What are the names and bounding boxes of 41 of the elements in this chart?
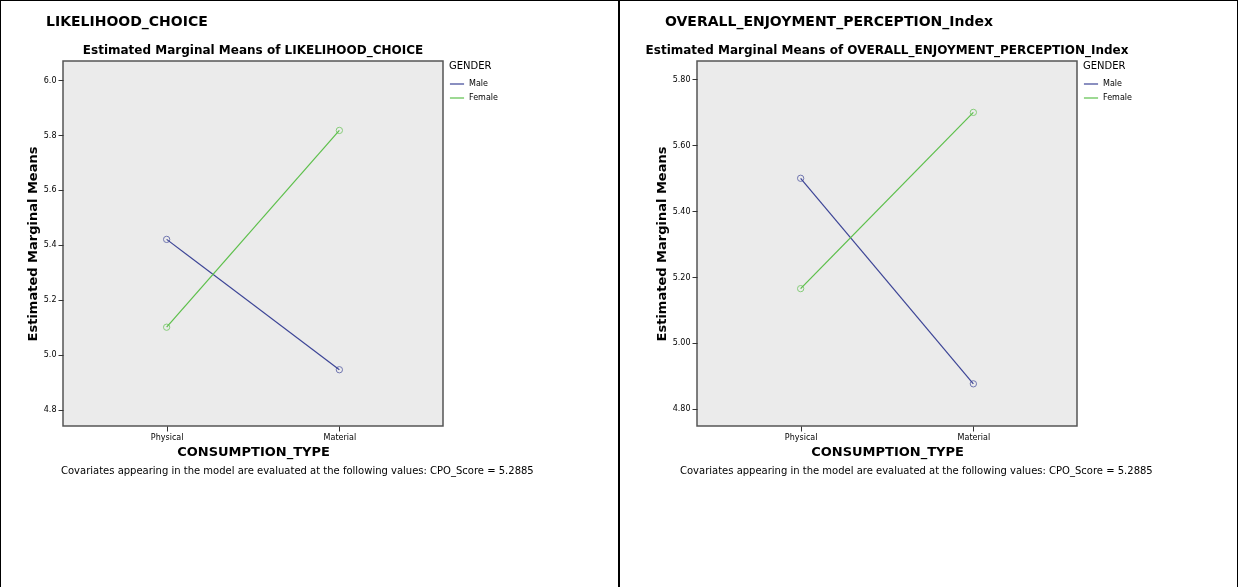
y-axis-title: Estimated Marginal Means <box>24 146 40 342</box>
point <box>162 323 171 331</box>
text: Covariates appearing in the model are evaluated at the following values: CPO_Score = 5.2885 <box>61 465 535 476</box>
legend-label: Female <box>469 93 498 102</box>
point <box>969 108 978 117</box>
chart-subtitle: Estimated Marginal Means of LIKELIHOOD_CHOICE <box>82 43 424 58</box>
chart-title: LIKELIHOOD_CHOICE <box>46 13 209 29</box>
y-tick-label: 5.40 <box>672 206 691 216</box>
legend-label: Male <box>469 79 489 88</box>
x-tick-label: Physical <box>150 432 184 442</box>
legend-label: Male <box>1103 79 1123 88</box>
point <box>162 235 171 244</box>
y-tick-label: 4.8 <box>43 405 57 415</box>
legend-title: GENDER <box>449 60 492 71</box>
y-tick-label: 5.00 <box>672 338 691 348</box>
x-tick-label: Material <box>323 432 357 442</box>
x-axis-title: CONSUMPTION_TYPE <box>811 443 964 460</box>
text: Covariates appearing in the model are evaluated at the following values: CPO_Score = 5.2885 <box>680 465 1154 476</box>
chart-title: OVERALL_ENJOYMENT_PERCEPTION_Index <box>665 13 994 29</box>
point <box>969 380 978 388</box>
point <box>335 126 344 135</box>
y-tick-label: 5.8 <box>43 130 57 140</box>
legend-title: GENDER <box>1083 60 1126 71</box>
y-tick-label: 5.60 <box>672 140 691 150</box>
y-tick-label: 4.80 <box>672 404 691 414</box>
legend-label: Female <box>1103 93 1132 102</box>
x-axis-title: CONSUMPTION_TYPE <box>177 443 330 460</box>
point <box>796 284 805 293</box>
y-tick-label: 6.0 <box>43 75 57 85</box>
y-tick-label: 5.2 <box>43 295 57 305</box>
y-tick-label: 5.80 <box>672 74 691 84</box>
point <box>335 366 344 374</box>
chart-subtitle: Estimated Marginal Means of OVERALL_ENJOYMENT_PERCEPTION_Index <box>645 43 1129 58</box>
point <box>796 174 805 182</box>
y-axis-title: Estimated Marginal Means <box>653 146 669 342</box>
y-tick-label: 5.6 <box>43 185 57 195</box>
y-tick-label: 5.0 <box>43 350 57 360</box>
x-tick-label: Physical <box>784 432 818 442</box>
x-tick-label: Material <box>957 432 991 442</box>
y-tick-label: 5.20 <box>672 272 691 282</box>
y-tick-label: 5.4 <box>43 240 57 250</box>
